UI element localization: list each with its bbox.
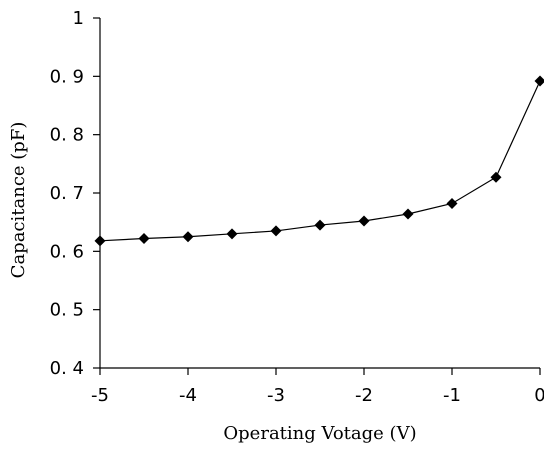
data-point-marker [226, 228, 238, 240]
x-tick-label: 0 [534, 385, 544, 406]
y-tick-label: 0. 8 [50, 125, 84, 146]
data-point-marker [358, 215, 370, 227]
y-tick-label: 0. 7 [50, 183, 84, 204]
axes [99, 18, 540, 369]
data-point-marker [270, 225, 282, 237]
data-point-marker [534, 75, 544, 87]
data-point-marker [182, 231, 194, 243]
y-tick-label: 0. 9 [50, 66, 84, 87]
y-axis-ticks: 0. 4 0. 5 0. 6 0. 7 0. 8 0. 9 1 [50, 8, 100, 379]
series-line [99, 80, 541, 242]
data-point-marker [138, 233, 150, 244]
data-point-marker [446, 198, 458, 209]
y-tick-label: 1 [73, 8, 84, 29]
x-axis-title: Operating Votage (V) [223, 423, 416, 444]
data-point-marker [94, 235, 106, 247]
y-axis-title: Capacitance (pF) [8, 122, 29, 279]
x-tick-label: -4 [179, 385, 197, 406]
x-tick-label: -1 [443, 385, 461, 406]
y-tick-label: 0. 5 [50, 300, 84, 321]
x-tick-label: -3 [267, 385, 285, 406]
data-point-marker [402, 208, 414, 220]
x-tick-label: -5 [91, 385, 109, 406]
data-point-marker [314, 219, 326, 231]
y-tick-label: 0. 4 [50, 358, 84, 379]
series-group [94, 75, 544, 247]
x-tick-label: -2 [355, 385, 373, 406]
x-axis-ticks: -5 -4 -3 -2 -1 0 [91, 368, 544, 406]
y-tick-label: 0. 6 [50, 241, 84, 262]
data-point-marker [490, 171, 502, 183]
